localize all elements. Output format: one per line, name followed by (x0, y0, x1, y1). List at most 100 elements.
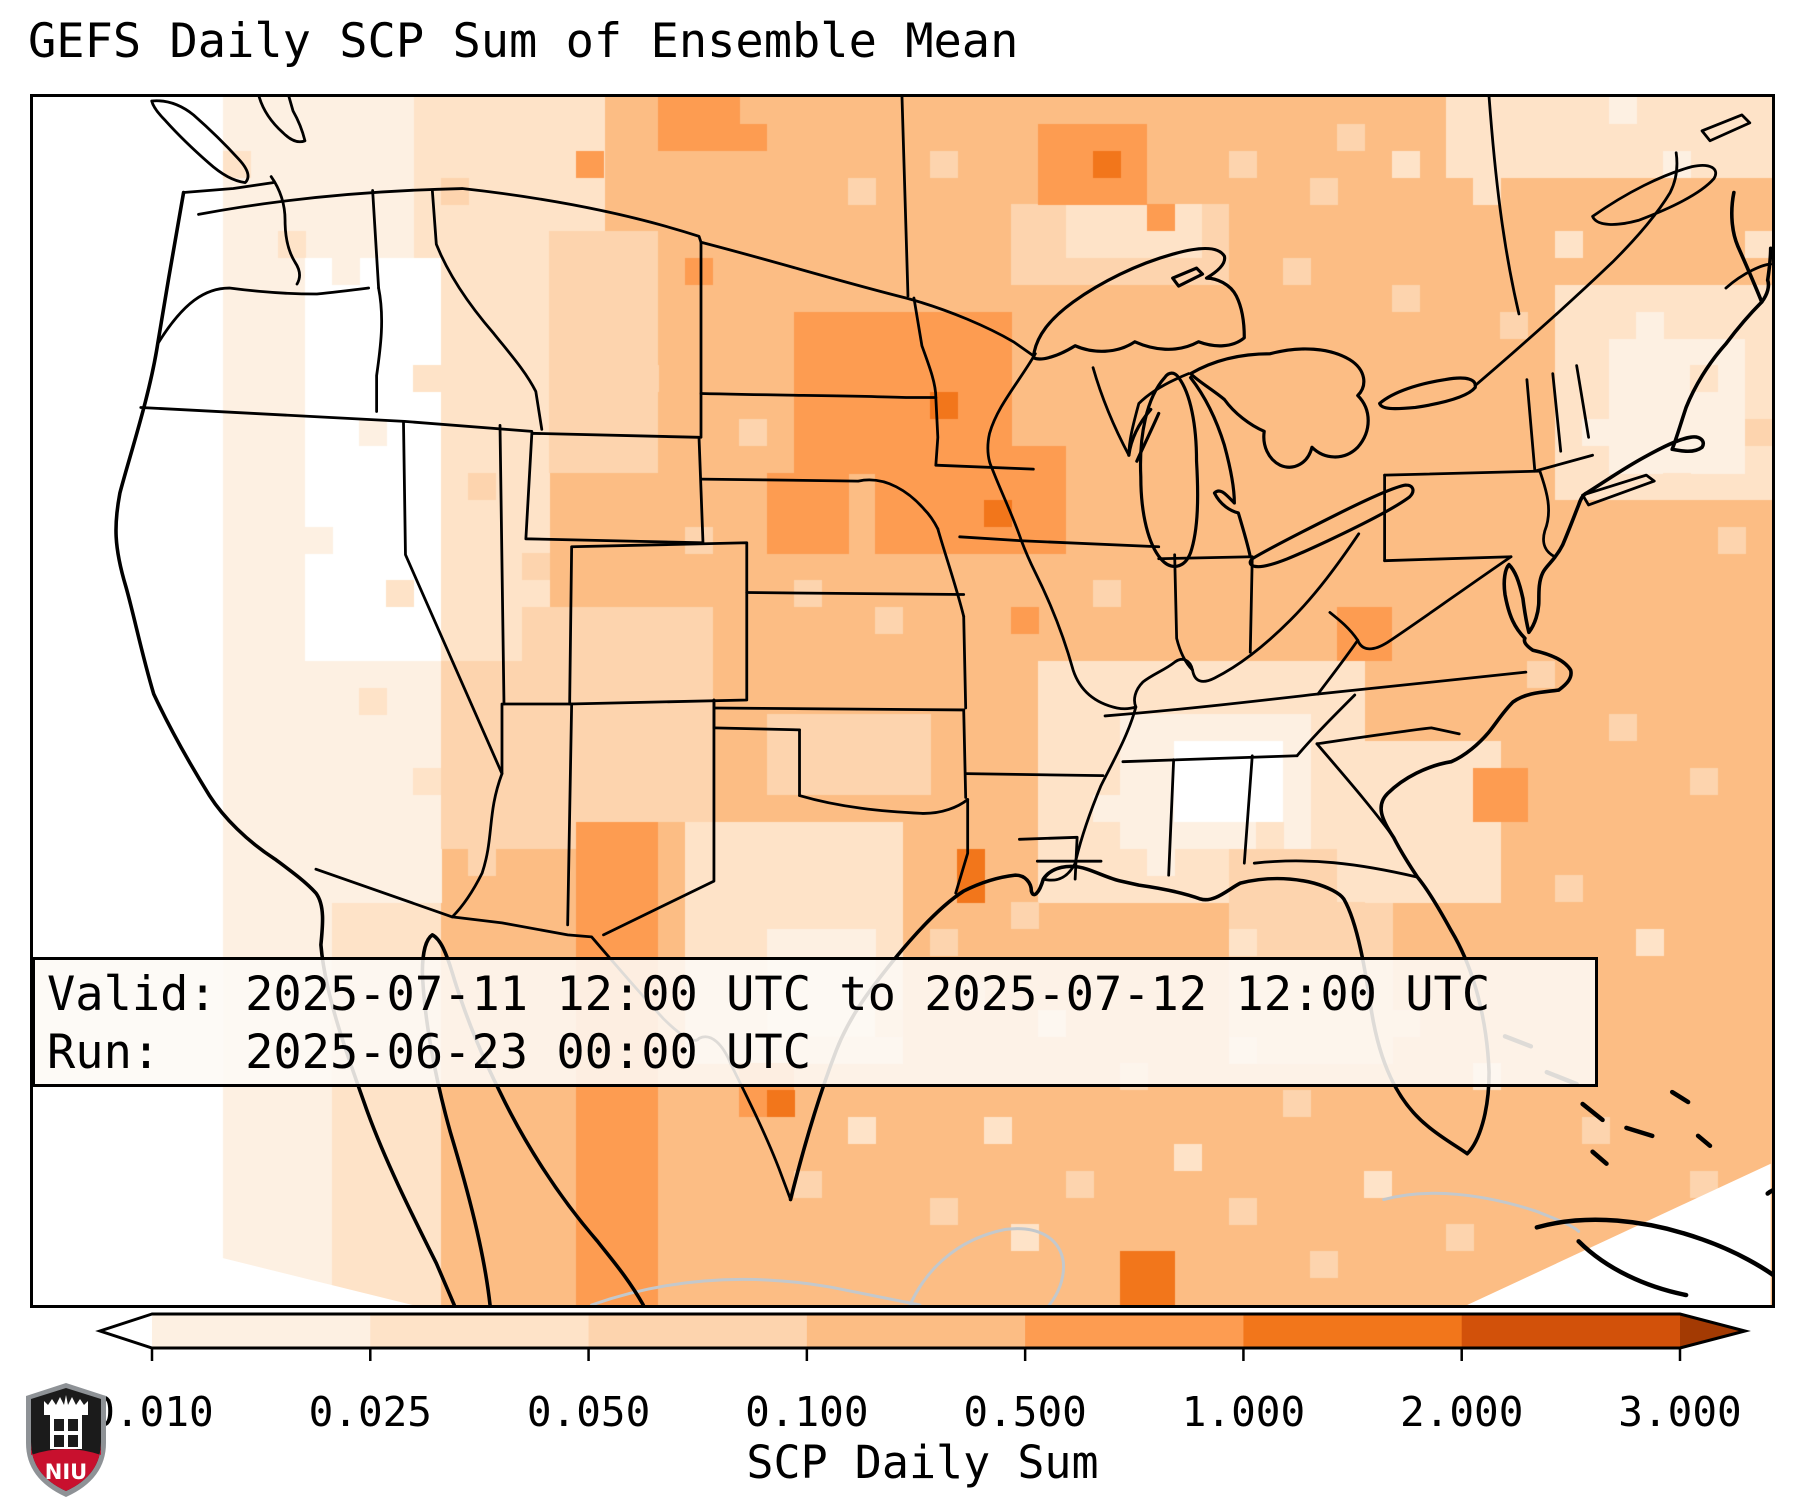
border-path (568, 541, 749, 706)
colorbar-segment (152, 1314, 371, 1348)
border-path (1382, 1191, 1581, 1233)
border-path (1315, 742, 1395, 839)
border-path (1765, 246, 1772, 282)
border-path (934, 463, 1035, 471)
border-path (1133, 532, 1361, 709)
niu-logo-text: NIU (45, 1460, 87, 1484)
border-path (962, 708, 968, 799)
colorbar-over-arrow (1680, 1314, 1745, 1348)
border-path (986, 352, 1138, 882)
border-path (420, 933, 646, 1305)
border-path (1248, 483, 1415, 569)
border-path (430, 189, 544, 431)
border-path (1765, 1188, 1772, 1196)
border-path (1091, 366, 1131, 457)
border-path (602, 698, 716, 937)
border-path (798, 794, 970, 815)
border-path (1487, 97, 1521, 316)
border-path (1473, 151, 1679, 387)
border-path (403, 419, 534, 433)
border-path (712, 706, 966, 712)
border-path (1252, 859, 1419, 879)
border-path (1248, 555, 1254, 654)
border-path (371, 189, 380, 290)
colorbar-tick-label: 2.000 (1399, 1388, 1524, 1436)
colorbar-segment (806, 1314, 1026, 1348)
border-path (1730, 190, 1764, 304)
border-path (150, 99, 250, 184)
border-path (1171, 266, 1205, 288)
border-path (1700, 113, 1752, 143)
colorbar (95, 1312, 1751, 1361)
border-path (962, 615, 968, 710)
border-path (900, 97, 910, 298)
border-path (1576, 1239, 1689, 1298)
border-path (1167, 758, 1176, 877)
colorbar-segment (370, 1314, 590, 1348)
colorbar-label: SCP Daily Sum (746, 1436, 1099, 1489)
border-path (1173, 553, 1194, 672)
colorbar-tick-label: 0.500 (963, 1388, 1087, 1436)
border-path (1590, 1149, 1609, 1166)
border-path (788, 278, 1771, 1202)
border-path (1188, 347, 1370, 469)
border-path (1591, 164, 1717, 226)
border-path (1188, 376, 1252, 559)
colorbar-tick-label: 1.000 (1181, 1388, 1306, 1436)
border-path (699, 392, 938, 399)
border-path (699, 477, 940, 531)
border-path (114, 190, 457, 1305)
border-path (912, 296, 940, 467)
border-path (269, 175, 301, 286)
colorbar-under-arrow (100, 1314, 152, 1348)
border-path (1525, 378, 1537, 473)
border-path (908, 1227, 1065, 1305)
border-path (964, 772, 1105, 778)
border-path (1581, 473, 1656, 507)
border-path (1315, 726, 1461, 746)
colorbar-segment (1025, 1314, 1245, 1348)
border-path (1624, 1125, 1655, 1139)
colorbar-tick-label: 0.100 (745, 1388, 869, 1436)
border-path (1534, 1217, 1772, 1277)
border-path (1551, 372, 1563, 453)
niu-logo: NIU (26, 1383, 106, 1497)
colorbar-tick-label: 0.025 (308, 1388, 432, 1436)
border-path (1138, 371, 1200, 568)
border-path (1157, 555, 1254, 561)
border-path (1018, 835, 1079, 881)
colorbar-segment (1461, 1314, 1681, 1348)
border-path (1383, 555, 1513, 563)
page-title: GEFS Daily SCP Sum of Ensemble Mean (28, 14, 1019, 69)
no-data-wedge (34, 1211, 413, 1305)
border-path (1121, 754, 1299, 764)
border-path (1103, 670, 1528, 718)
border-path (1580, 1101, 1605, 1123)
border-path (712, 726, 801, 732)
castle-icon (44, 1395, 88, 1449)
border-path (1378, 376, 1477, 411)
colorbar-segment (1243, 1314, 1463, 1348)
no-data-wedge (1467, 1163, 1771, 1305)
valid-run-box: Valid: 2025-07-11 12:00 UTC to 2025-07-1… (32, 957, 1598, 1087)
border-path (936, 527, 966, 618)
border-path (566, 702, 574, 927)
border-path (954, 798, 970, 895)
border-path (1135, 411, 1161, 463)
border-path (375, 286, 384, 413)
border-path (1242, 754, 1254, 865)
border-path (1316, 638, 1360, 696)
run-text: Run: 2025-06-23 00:00 UTC (47, 1025, 812, 1080)
border-path (1020, 539, 1161, 549)
colorbar-tick-label: 0.050 (526, 1388, 651, 1436)
border-path (197, 187, 1035, 358)
border-path (524, 431, 705, 545)
border-path (1695, 1133, 1713, 1149)
border-path (1533, 453, 1594, 473)
border-path (1127, 372, 1190, 457)
border-path (1724, 262, 1772, 290)
border-path (139, 406, 406, 423)
border-path (1575, 364, 1590, 439)
border-path (498, 423, 506, 706)
